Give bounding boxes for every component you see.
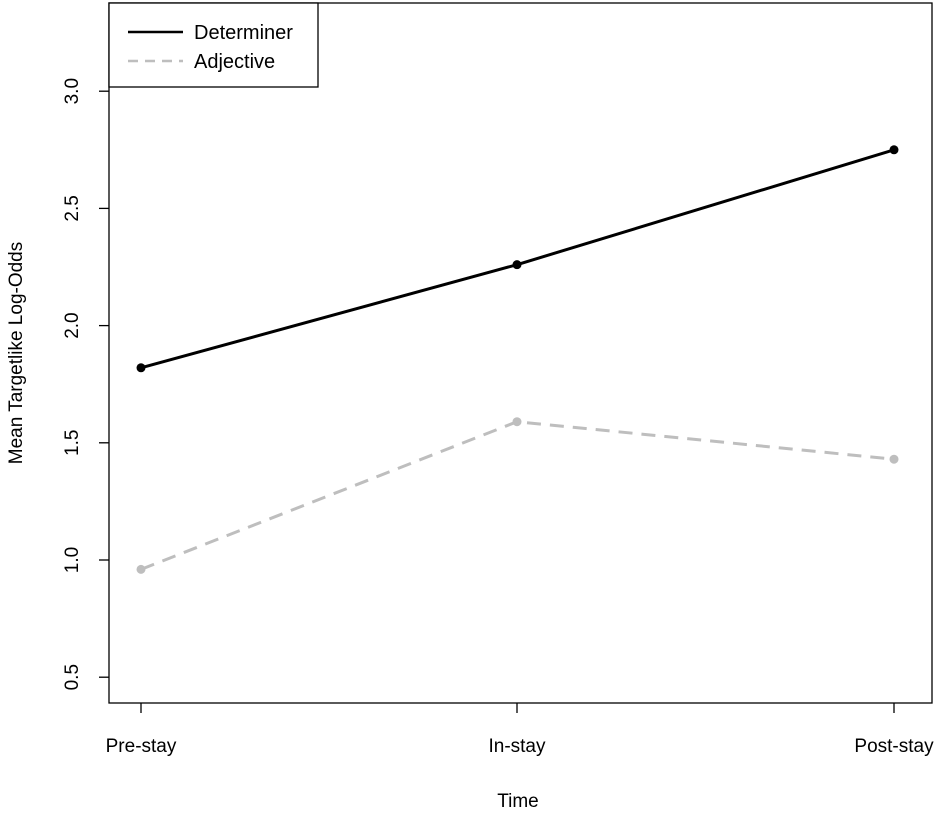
series-line-determiner [140, 148, 895, 370]
x-axis: Pre-stay In-stay Post-stay [106, 703, 934, 757]
data-point-determiner [889, 145, 899, 155]
legend-label-determiner: Determiner [194, 22, 293, 44]
data-point-determiner [136, 363, 146, 373]
data-point-adjective [889, 454, 899, 464]
y-tick-label: 3.0 [62, 78, 83, 104]
x-tick-label: In-stay [488, 736, 546, 757]
y-tick-label: 0.5 [62, 664, 83, 690]
y-tick-label: 2.5 [62, 195, 83, 221]
y-axis: 0.5 1.0 1.5 2.0 2.5 3.0 [62, 78, 109, 690]
legend-label-adjective: Adjective [194, 51, 275, 73]
x-tick-label: Post-stay [854, 736, 934, 757]
data-point-adjective [136, 564, 146, 574]
x-axis-title: Time [497, 791, 539, 812]
legend-box [108, 2, 319, 88]
y-tick-label: 1.0 [62, 547, 83, 573]
y-tick-label: 1.5 [62, 430, 83, 456]
legend: Determiner Adjective [108, 2, 319, 88]
data-point-adjective [512, 417, 522, 427]
series-layer [136, 145, 899, 574]
plot-frame [108, 2, 933, 704]
data-point-determiner [512, 260, 522, 270]
y-tick-label: 2.0 [62, 312, 83, 338]
series-line-adjective [140, 420, 895, 571]
y-axis-title: Mean Targetlike Log-Odds [6, 242, 27, 465]
x-tick-label: Pre-stay [106, 736, 177, 757]
